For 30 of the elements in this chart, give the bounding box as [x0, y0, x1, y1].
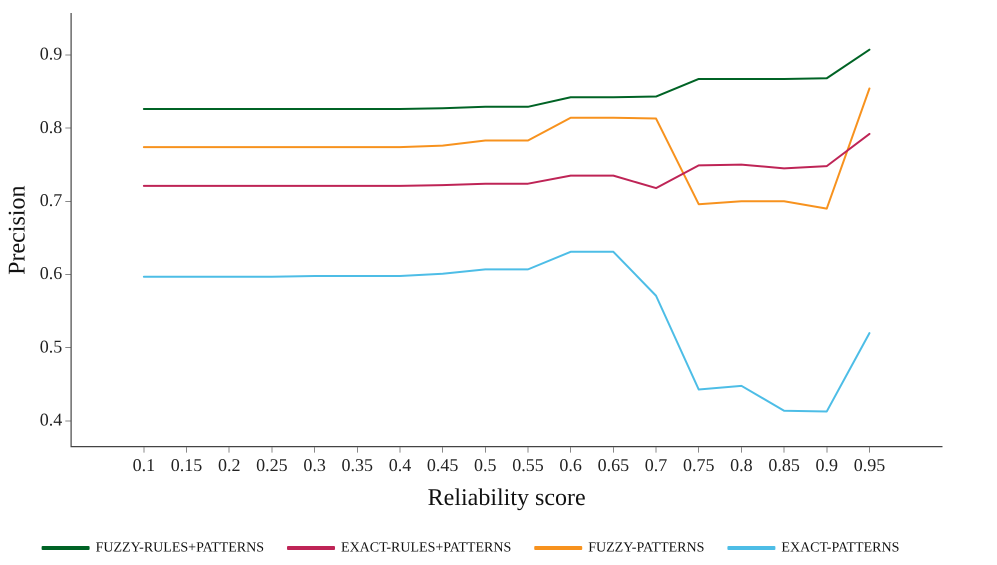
- legend-label: FUZZY-PATTERNS: [588, 540, 704, 556]
- y-tick-label: 0.5: [40, 336, 62, 356]
- legend-label: EXACT-RULES+PATTERNS: [341, 540, 512, 556]
- x-tick-label: 0.95: [854, 455, 886, 476]
- x-tick-label: 0.3: [303, 455, 326, 476]
- x-tick-label: 0.4: [388, 455, 412, 476]
- x-tick-label: 0.9: [816, 455, 838, 476]
- x-tick-label: 0.25: [256, 455, 288, 476]
- x-tick-label: 0.55: [512, 455, 544, 476]
- x-tick-label: 0.6: [559, 455, 582, 476]
- x-tick-label: 0.5: [474, 455, 497, 476]
- x-tick-label: 0.35: [342, 455, 374, 476]
- x-tick-label: 0.45: [426, 455, 458, 476]
- y-tick-label: 0.9: [40, 44, 62, 64]
- legend-label: EXACT-PATTERNS: [781, 540, 900, 556]
- y-tick-label: 0.4: [40, 410, 62, 430]
- x-tick-label: 0.65: [598, 455, 630, 476]
- y-axis-title: Precision: [4, 186, 31, 275]
- x-tick-label: 0.2: [218, 455, 240, 476]
- legend-label: FUZZY-RULES+PATTERNS: [96, 540, 264, 556]
- x-tick-label: 0.75: [682, 455, 714, 476]
- x-tick-label: 0.7: [644, 455, 668, 476]
- y-tick-label: 0.8: [40, 116, 62, 137]
- x-tick-label: 0.85: [768, 455, 800, 476]
- y-tick-label: 0.6: [40, 263, 62, 284]
- x-tick-label: 0.15: [170, 455, 202, 476]
- x-tick-label: 0.8: [730, 455, 753, 476]
- x-axis-title: Reliability score: [428, 484, 586, 511]
- x-tick-label: 0.1: [132, 455, 156, 476]
- y-tick-label: 0.7: [40, 190, 62, 210]
